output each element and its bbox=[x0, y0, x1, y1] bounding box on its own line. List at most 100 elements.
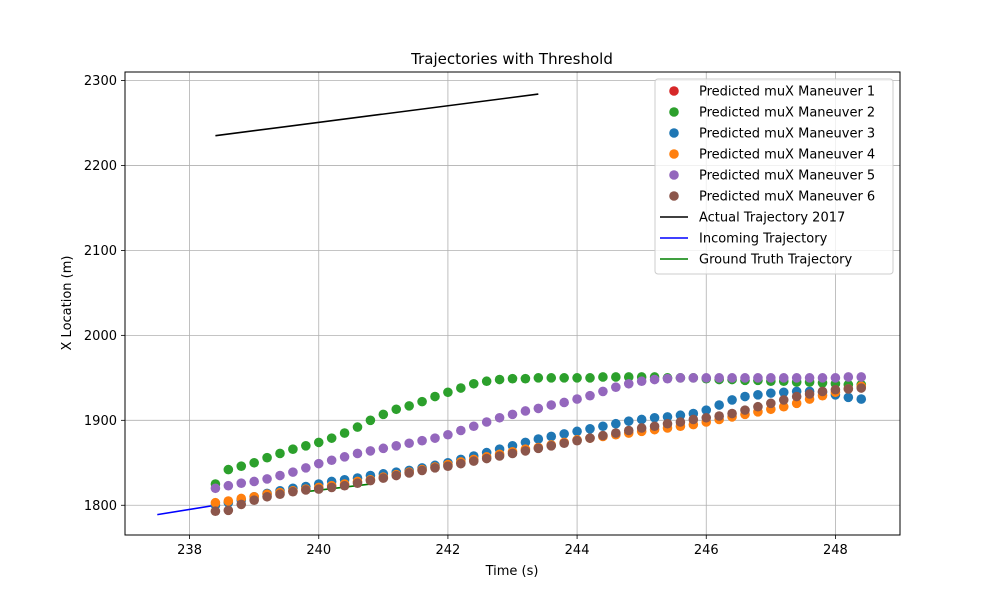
x-tick-label: 242 bbox=[436, 543, 461, 558]
maneuver-5-point bbox=[778, 373, 789, 383]
x-axis-label: Time (s) bbox=[485, 564, 539, 579]
maneuver-2-point bbox=[598, 372, 608, 382]
maneuver-5-point bbox=[636, 376, 647, 387]
maneuver-5-point bbox=[546, 400, 557, 410]
maneuver-5-point bbox=[481, 417, 492, 427]
maneuver-5-point bbox=[313, 458, 324, 469]
maneuver-6-point bbox=[236, 499, 247, 510]
maneuver-2-point bbox=[623, 372, 634, 382]
maneuver-5-point bbox=[236, 478, 247, 488]
maneuver-5-point bbox=[585, 390, 595, 401]
maneuver-2-point bbox=[313, 437, 324, 448]
maneuver-2-point bbox=[339, 428, 350, 438]
maneuver-2-point bbox=[391, 404, 402, 415]
maneuver-6-point bbox=[804, 389, 815, 399]
maneuver-6-point bbox=[301, 485, 311, 495]
maneuver-5-point bbox=[339, 452, 350, 462]
legend-label-predicted-mux-maneuver-4: Predicted muX Maneuver 4 bbox=[699, 148, 875, 163]
maneuver-6-point bbox=[572, 435, 582, 446]
maneuver-3-point bbox=[636, 414, 647, 425]
maneuver-2-point bbox=[365, 415, 376, 426]
maneuver-3-point bbox=[611, 418, 621, 429]
maneuver-2-point bbox=[262, 452, 272, 463]
maneuver-6-point bbox=[481, 453, 492, 464]
legend-label-ground-truth-trajectory: Ground Truth Trajectory bbox=[699, 253, 853, 268]
axis-ticks: 238 240 242 244 246 248 1800 1900 2000 2100 2200 23… bbox=[84, 74, 848, 558]
maneuver-5-point bbox=[301, 463, 311, 473]
maneuver-5-point bbox=[856, 372, 867, 382]
maneuver-6-point bbox=[210, 506, 221, 517]
legend-box bbox=[654, 78, 894, 275]
maneuver-6-point bbox=[675, 417, 686, 427]
y-axis-label: X Location (m) bbox=[60, 256, 75, 351]
maneuver-5-point bbox=[766, 373, 776, 383]
maneuver-6-point bbox=[456, 458, 466, 469]
maneuver-2-point bbox=[533, 373, 544, 383]
maneuver-6-point bbox=[791, 391, 802, 402]
maneuver-2-point bbox=[236, 461, 247, 471]
maneuver-3-point bbox=[559, 429, 569, 439]
y-tick-label: 1900 bbox=[84, 414, 117, 429]
maneuver-2-point bbox=[417, 396, 427, 407]
legend-marker-predicted-mux-maneuver-5 bbox=[669, 170, 679, 180]
maneuver-5-point bbox=[249, 476, 259, 487]
maneuver-2-point bbox=[507, 373, 518, 384]
legend-marker-predicted-mux-maneuver-6 bbox=[669, 191, 679, 201]
maneuver-3-point bbox=[856, 394, 867, 404]
x-tick-label: 240 bbox=[306, 543, 331, 558]
maneuver-5-point bbox=[223, 480, 234, 491]
maneuver-5-point bbox=[404, 438, 414, 449]
maneuver-3-point bbox=[701, 405, 712, 415]
maneuver-6-point bbox=[611, 428, 621, 438]
maneuver-6-point bbox=[288, 486, 298, 497]
x-tick-label: 248 bbox=[823, 543, 848, 558]
maneuver-6-point bbox=[649, 421, 660, 432]
maneuver-6-point bbox=[843, 384, 854, 394]
maneuver-5-point bbox=[791, 373, 802, 383]
maneuver-6-point bbox=[494, 451, 505, 461]
maneuver-5-point bbox=[623, 378, 634, 389]
y-tick-label: 2300 bbox=[84, 74, 117, 89]
maneuver-3-point bbox=[740, 391, 750, 402]
maneuver-5-point bbox=[275, 470, 285, 481]
maneuver-3-point bbox=[546, 431, 557, 442]
maneuver-2-point bbox=[494, 374, 505, 385]
maneuver-6-point bbox=[623, 425, 634, 436]
maneuver-4-point bbox=[778, 401, 789, 412]
legend-label-predicted-mux-maneuver-1: Predicted muX Maneuver 1 bbox=[699, 85, 875, 100]
maneuver-6-point bbox=[339, 480, 350, 491]
maneuver-3-point bbox=[778, 387, 789, 398]
maneuver-2-point bbox=[249, 457, 259, 468]
maneuver-3-point bbox=[585, 424, 595, 434]
maneuver-4-point bbox=[210, 497, 221, 508]
maneuver-5-point bbox=[649, 374, 660, 385]
maneuver-5-point bbox=[753, 373, 763, 383]
maneuver-3-point bbox=[572, 426, 582, 437]
maneuver-3-point bbox=[520, 437, 531, 448]
maneuver-6-point bbox=[636, 423, 647, 433]
maneuver-2-point bbox=[546, 373, 557, 383]
maneuver-6-point bbox=[378, 473, 389, 483]
maneuver-6-point bbox=[766, 398, 776, 409]
legend-label-predicted-mux-maneuver-6: Predicted muX Maneuver 6 bbox=[699, 190, 875, 205]
maneuver-6-point bbox=[533, 443, 544, 454]
legend-label-predicted-mux-maneuver-5: Predicted muX Maneuver 5 bbox=[699, 169, 875, 184]
maneuver-2-point bbox=[481, 376, 492, 387]
maneuver-6-point bbox=[443, 461, 453, 471]
legend: Predicted muX Maneuver 1 Predicted muX Ma… bbox=[654, 78, 894, 275]
x-tick-label: 244 bbox=[565, 543, 590, 558]
legend-marker-predicted-mux-maneuver-1 bbox=[669, 86, 679, 96]
maneuver-6-point bbox=[223, 505, 234, 516]
scatter-points bbox=[210, 372, 867, 517]
maneuver-2-point bbox=[223, 464, 234, 475]
line-actual-trajectory-2017 bbox=[215, 93, 539, 137]
maneuver-5-point bbox=[611, 382, 621, 392]
maneuver-4-point bbox=[791, 398, 802, 409]
maneuver-6-point bbox=[468, 456, 479, 466]
maneuver-2-point bbox=[404, 401, 414, 411]
maneuver-2-point bbox=[443, 387, 453, 398]
maneuver-2-point bbox=[468, 378, 479, 389]
maneuver-6-point bbox=[507, 448, 518, 459]
maneuver-6-point bbox=[662, 418, 673, 429]
